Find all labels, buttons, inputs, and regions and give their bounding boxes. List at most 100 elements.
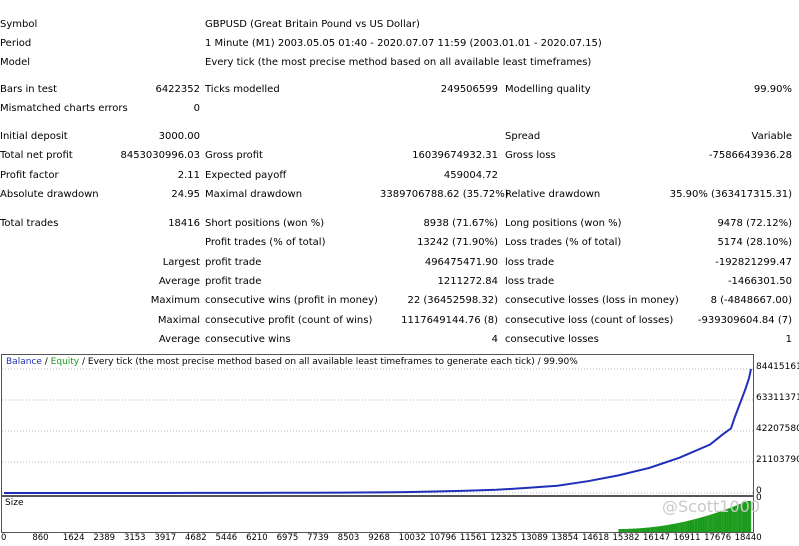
size-bar [698, 518, 700, 532]
size-bar [698, 518, 699, 532]
x-tick-label: 5446 [215, 533, 238, 543]
size-bar [688, 520, 690, 532]
size-bar [700, 517, 702, 532]
size-bar [643, 527, 645, 532]
size-bar [691, 519, 693, 532]
size-bar [648, 527, 650, 532]
size-bar [675, 523, 677, 532]
maximal-profit-label: consecutive profit (count of wins) [205, 315, 373, 326]
x-axis-labels: 0 860 1624 2389 3153 3917 4682 5446 6210 6975 7739… [0, 533, 799, 545]
maximal-prefix: Maximal [157, 315, 200, 326]
row-netprofit: Total net profit 8453030996.03 Gross pro… [0, 147, 799, 165]
size-bars-svg [618, 501, 752, 532]
x-tick-label: 10796 [429, 533, 457, 543]
size-bar [746, 501, 747, 532]
size-bar [673, 523, 675, 532]
size-bar [713, 513, 715, 532]
size-bar [723, 510, 725, 532]
average-loss-label: loss trade [505, 276, 555, 287]
size-bar [714, 513, 716, 532]
size-bar [680, 522, 682, 532]
row-maximal: Maximal consecutive profit (count of win… [0, 312, 799, 330]
size-bar [701, 517, 703, 532]
size-bar [702, 517, 704, 532]
row-mismatch: Mismatched charts errors 0 [0, 100, 799, 118]
size-bar [745, 501, 747, 532]
row-model: Model Every tick (the most precise metho… [0, 54, 799, 72]
size-bar [718, 511, 720, 532]
size-bar [741, 503, 743, 532]
size-bar [628, 528, 630, 532]
row-profittrades: Profit trades (% of total) 13242 (71.90%… [0, 234, 799, 252]
size-bar [693, 519, 695, 532]
size-bar [625, 528, 627, 532]
size-bar [749, 501, 751, 532]
row-average: Average profit trade 1211272.84 loss tra… [0, 273, 799, 291]
size-bar [657, 526, 659, 532]
largest-prefix: Largest [162, 257, 200, 268]
max-losses-value: 8 (-4848667.00) [710, 295, 792, 306]
x-tick-label: 12325 [490, 533, 518, 543]
size-bar [623, 529, 625, 532]
size-bar [645, 527, 646, 532]
size-bar [727, 508, 729, 532]
size-bar [659, 526, 661, 532]
size-bar [669, 524, 670, 532]
balance-line-svg [2, 368, 753, 494]
size-bar [626, 528, 628, 532]
size-bar [733, 506, 735, 532]
size-bar [677, 523, 679, 532]
x-tick-label: 2389 [93, 533, 116, 543]
average-loss-value: -1466301.50 [727, 276, 792, 287]
size-bar [624, 528, 626, 532]
x-tick-label: 4682 [185, 533, 207, 543]
deposit-value: 3000.00 [158, 131, 200, 142]
x-tick-label: 16911 [673, 533, 701, 543]
size-bar [747, 501, 749, 532]
ticks-value: 249506599 [440, 84, 498, 95]
grossprofit-value: 16039674932.31 [412, 150, 498, 161]
size-bar [741, 503, 743, 532]
largest-profit-label: profit trade [205, 257, 262, 268]
bars-value: 6422352 [155, 84, 200, 95]
payoff-value: 459004.72 [443, 170, 498, 181]
avg-wins-value: 4 [491, 334, 498, 345]
reldd-value: 35.90% (363417315.31) [669, 189, 792, 200]
x-tick-label: 6210 [246, 533, 268, 543]
size-bar [684, 521, 686, 532]
x-tick-label: 9268 [368, 533, 390, 543]
largest-loss-value: -192821299.47 [715, 257, 792, 268]
size-bar [694, 519, 696, 532]
size-bar [649, 527, 651, 532]
watermark: @Scott1000 [662, 497, 761, 516]
maximum-prefix: Maximum [150, 295, 200, 306]
row-bars: Bars in test 6422352 Ticks modelled 2495… [0, 81, 799, 99]
size-bar [620, 529, 622, 532]
size-bar [658, 526, 660, 532]
size-bar [664, 525, 665, 532]
size-bar [625, 528, 627, 532]
size-bar [730, 507, 732, 532]
size-bar [638, 528, 640, 532]
size-bar [705, 516, 707, 532]
absdd-value: 24.95 [171, 189, 200, 200]
size-bar [634, 528, 636, 532]
size-bar [725, 509, 727, 532]
grossloss-label: Gross loss [505, 150, 556, 161]
size-bar [707, 515, 709, 532]
grossprofit-label: Gross profit [205, 150, 263, 161]
size-bar [728, 508, 730, 532]
symbol-label: Symbol [0, 19, 38, 30]
size-bar [640, 528, 641, 532]
y-tick-label: 21103790 [756, 455, 799, 465]
max-wins-label: consecutive wins (profit in money) [205, 295, 378, 306]
size-bar [655, 526, 657, 532]
maximal-loss-label: consecutive loss (count of losses) [505, 315, 674, 326]
spread-value: Variable [751, 131, 793, 142]
row-drawdown: Absolute drawdown 24.95 Maximal drawdown… [0, 186, 799, 204]
size-bar [659, 526, 660, 532]
size-bar [729, 508, 731, 532]
size-bar [697, 518, 699, 532]
deposit-label: Initial deposit [0, 131, 68, 142]
size-bar [661, 525, 663, 532]
